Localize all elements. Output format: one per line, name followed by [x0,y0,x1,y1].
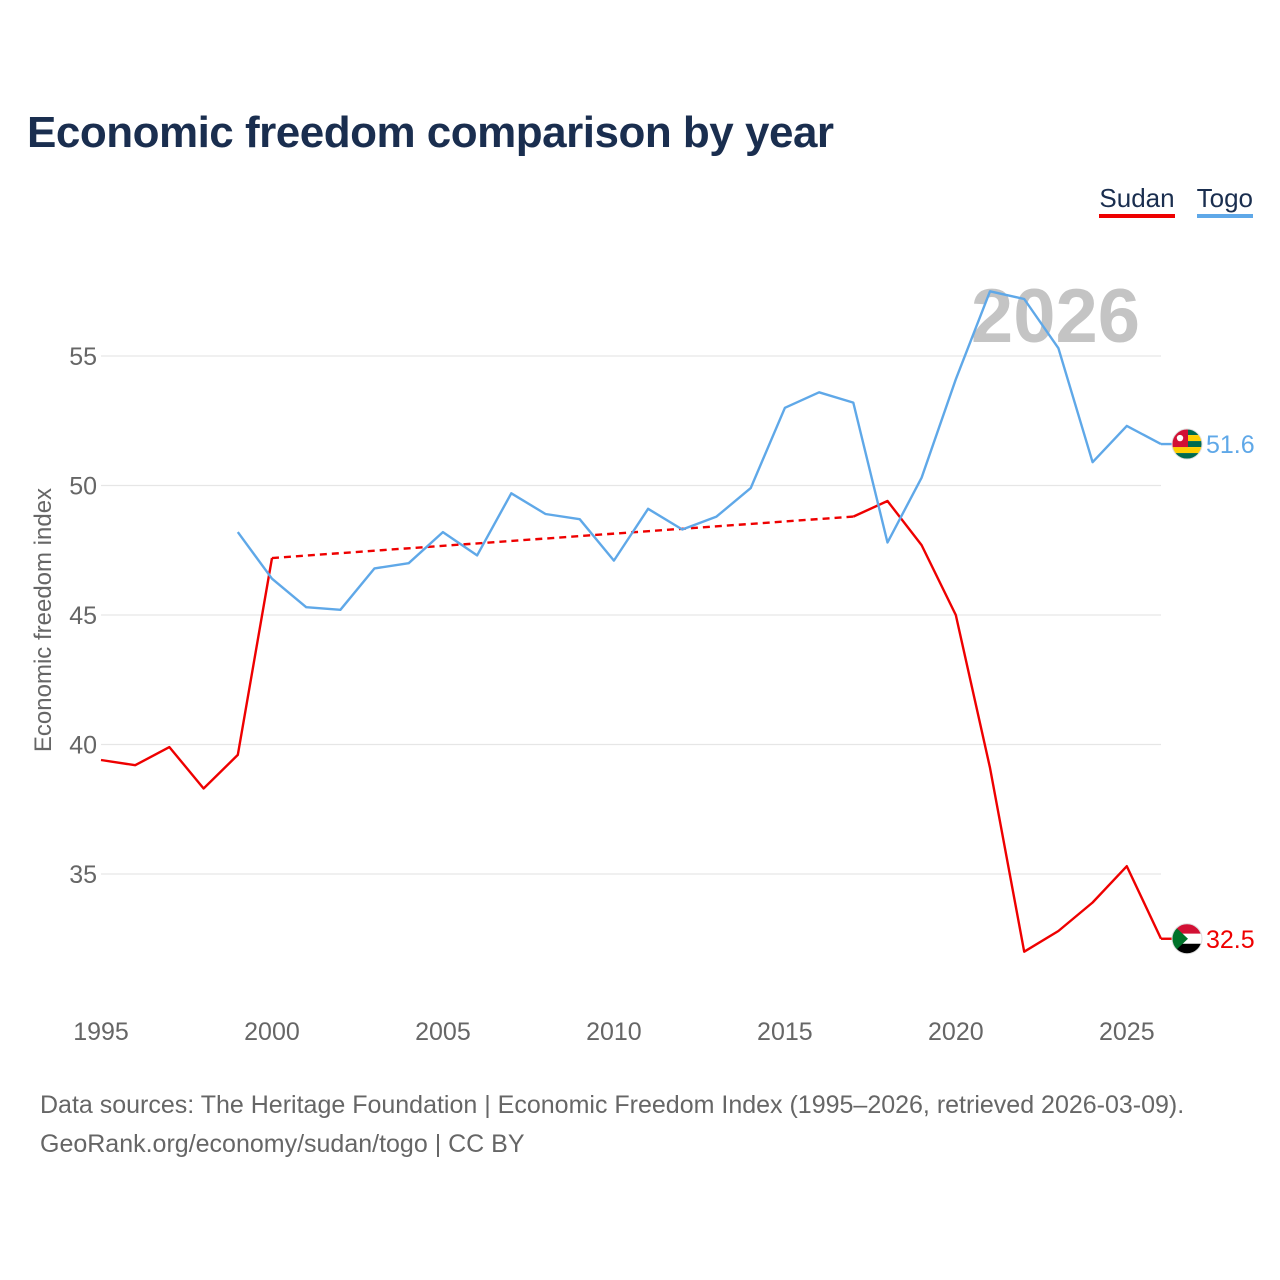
y-tick-label: 35 [69,861,97,889]
chart-title: Economic freedom comparison by year [27,108,834,157]
legend-item-togo[interactable]: Togo [1196,183,1253,218]
gridlines [101,355,1161,875]
end-markers: 32.5 51.6 [1161,428,1255,955]
legend-item-sudan[interactable]: Sudan [1099,183,1175,218]
end-value-label-sudan: 32.5 [1206,926,1255,954]
source-line-2[interactable]: GeoRank.org/economy/sudan/togo | CC BY [40,1130,525,1158]
flag-icon-sudan [1171,923,1203,955]
x-tick-label: 2020 [928,1018,984,1046]
series-lines [100,290,1163,953]
year-watermark: 2026 [971,274,1140,359]
source-line-1: Data sources: The Heritage Foundation | … [40,1091,1185,1119]
x-tick-label: 1995 [73,1018,129,1046]
end-value-label-togo: 51.6 [1206,431,1255,459]
x-tick-label: 2025 [1099,1018,1155,1046]
y-tick-label: 40 [69,732,97,760]
x-tick-label: 2005 [415,1018,471,1046]
data-source: Data sources: The Heritage Foundation | … [40,1086,1184,1164]
x-tick-label: 2015 [757,1018,813,1046]
y-tick-label: 45 [69,602,97,630]
y-tick-label: 55 [69,343,97,371]
x-tick-label: 2000 [244,1018,300,1046]
y-axis-ticks: 35 40 45 50 55 [69,343,97,889]
series-line-sudan [100,557,274,790]
y-tick-label: 50 [69,473,97,501]
series-gap-sudan [271,515,854,560]
flag-icon-togo [1171,428,1203,460]
x-tick-label: 2010 [586,1018,642,1046]
x-axis-ticks: 1995 2000 2005 2010 2015 2020 2025 [73,1018,1154,1046]
legend: Sudan Togo [1099,183,1253,218]
series-line-sudan [852,499,1163,953]
series-line-togo [236,290,1162,611]
